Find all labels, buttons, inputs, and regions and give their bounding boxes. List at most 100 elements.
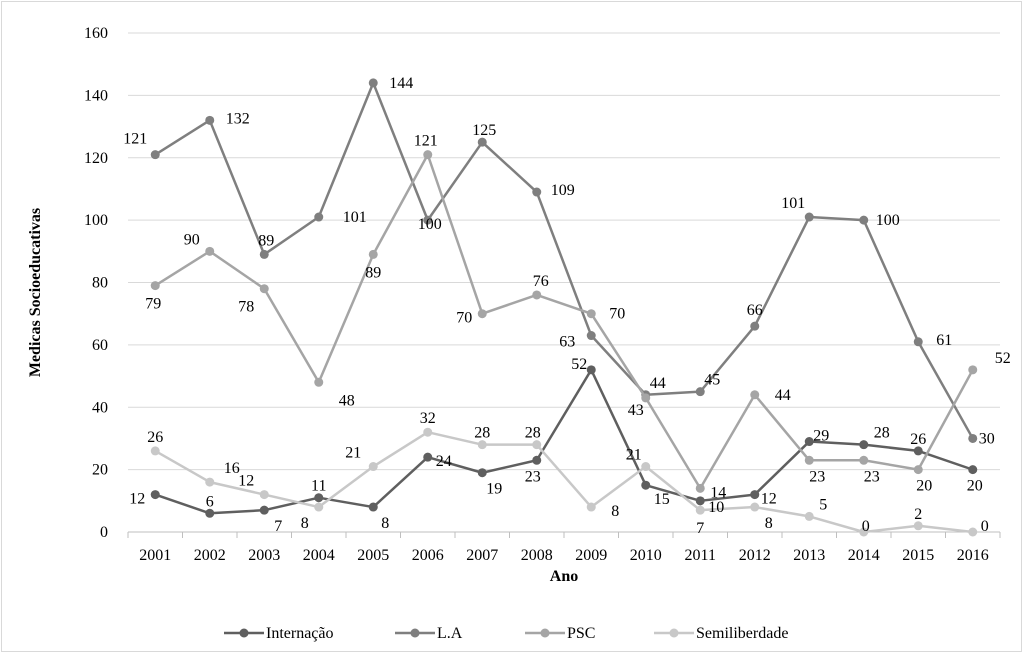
legend-label: Semiliberdade <box>696 625 788 642</box>
data-point <box>641 462 651 472</box>
data-point <box>150 150 160 160</box>
data-label: 28 <box>525 425 541 442</box>
series-line <box>154 368 974 515</box>
x-tick-label: 2013 <box>793 547 825 564</box>
x-tick-label: 2010 <box>630 547 662 564</box>
data-point <box>314 377 324 387</box>
data-point <box>804 455 814 465</box>
data-point <box>641 393 651 403</box>
data-label: 44 <box>650 375 666 392</box>
data-point <box>368 249 378 259</box>
data-point <box>804 437 814 447</box>
x-tick-label: 2002 <box>194 547 226 564</box>
data-point <box>586 502 596 512</box>
data-point <box>913 446 923 456</box>
y-tick-label: 20 <box>92 462 108 479</box>
data-point <box>205 115 215 125</box>
data-point <box>259 490 269 500</box>
data-label: 63 <box>559 334 575 351</box>
data-point <box>586 365 596 375</box>
data-point <box>259 249 269 259</box>
data-point <box>586 331 596 341</box>
series-line <box>154 430 973 534</box>
data-point <box>423 215 433 225</box>
x-tick-label: 2014 <box>848 547 880 564</box>
data-point <box>968 365 978 375</box>
data-label: 0 <box>981 518 989 535</box>
data-label: 100 <box>876 212 900 229</box>
data-label: 8 <box>765 515 773 532</box>
data-point <box>750 390 760 400</box>
data-label: 10 <box>708 499 724 516</box>
data-point <box>205 246 215 256</box>
data-point <box>695 505 705 515</box>
data-point <box>586 309 596 319</box>
data-point <box>259 505 269 515</box>
data-point <box>913 465 923 475</box>
y-tick-label: 160 <box>84 25 108 42</box>
data-label: 5 <box>819 496 827 513</box>
x-tick-label: 2006 <box>412 547 444 564</box>
legend-label: L.A <box>437 625 463 642</box>
data-label: 2 <box>914 506 922 523</box>
data-point <box>641 480 651 490</box>
legend-label: Internação <box>266 625 334 642</box>
y-tick-label: 80 <box>92 275 108 292</box>
data-label: 12 <box>129 491 145 508</box>
data-label: 70 <box>456 310 472 327</box>
legend-item: Internação <box>224 625 334 642</box>
data-label: 101 <box>343 209 367 226</box>
data-point <box>368 78 378 88</box>
data-label: 101 <box>781 195 805 212</box>
data-label: 79 <box>145 296 161 313</box>
legend-swatch-marker <box>540 628 550 638</box>
data-label: 48 <box>339 392 355 409</box>
series-line <box>154 153 974 490</box>
data-point <box>477 137 487 147</box>
data-label: 21 <box>626 447 642 464</box>
data-point <box>859 440 869 450</box>
data-point <box>968 527 978 537</box>
data-point <box>423 150 433 160</box>
x-tick-label: 2016 <box>957 547 989 564</box>
data-point <box>314 493 324 503</box>
data-label: 28 <box>874 425 890 442</box>
data-label: 132 <box>226 110 250 127</box>
legend-swatch-marker <box>669 628 679 638</box>
data-point <box>532 455 542 465</box>
data-point <box>259 284 269 294</box>
legend-item: PSC <box>525 625 595 642</box>
data-point <box>695 387 705 397</box>
data-label: 16 <box>224 460 240 477</box>
y-axis-title: Medicas Socioeducativas <box>27 208 44 377</box>
data-point <box>750 490 760 500</box>
x-tick-label: 2001 <box>139 547 171 564</box>
x-tick-label: 2005 <box>357 547 389 564</box>
data-point <box>532 187 542 197</box>
data-label: 0 <box>862 518 870 535</box>
x-tick-label: 2008 <box>521 547 553 564</box>
legend-item: Semiliberdade <box>654 625 788 642</box>
data-label: 15 <box>654 491 670 508</box>
data-label: 23 <box>809 468 825 485</box>
data-point <box>477 468 487 478</box>
data-label: 26 <box>910 431 926 448</box>
data-point <box>913 521 923 531</box>
data-point <box>150 281 160 291</box>
data-label: 23 <box>864 468 880 485</box>
x-tick-label: 2007 <box>466 547 498 564</box>
data-label: 7 <box>696 520 704 537</box>
data-label: 20 <box>916 478 932 495</box>
data-label: 52 <box>571 356 587 373</box>
legend-label: PSC <box>567 625 595 642</box>
data-label: 8 <box>611 503 619 520</box>
series-group <box>150 78 978 537</box>
data-label: 21 <box>345 445 361 462</box>
data-label: 20 <box>967 478 983 495</box>
x-tick-label: 2015 <box>902 547 934 564</box>
data-point <box>750 502 760 512</box>
data-label: 100 <box>418 216 442 233</box>
data-point <box>968 465 978 475</box>
